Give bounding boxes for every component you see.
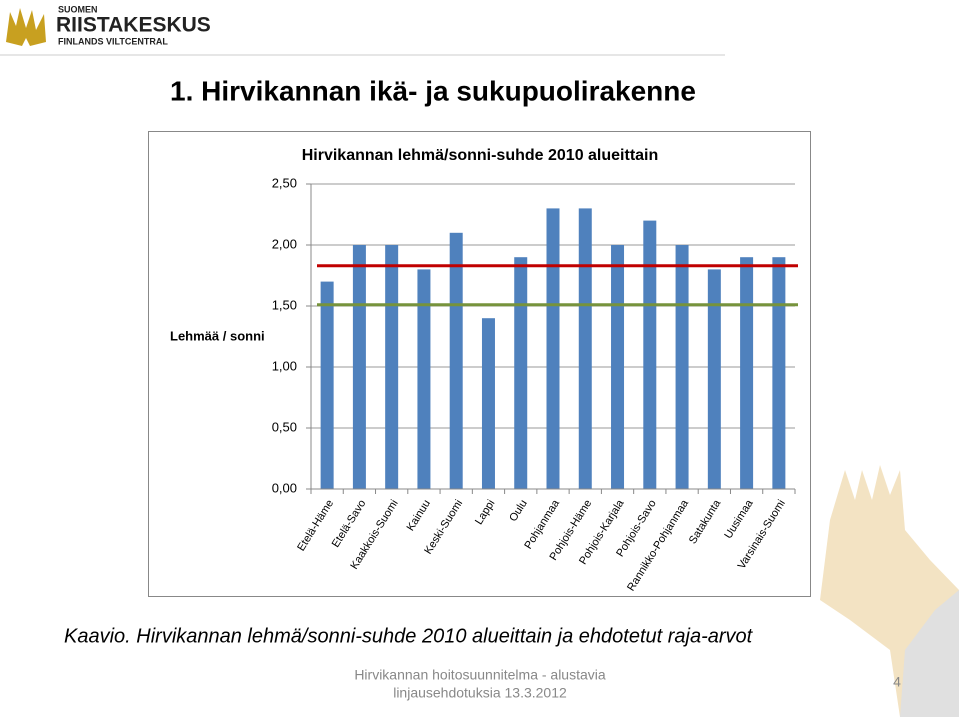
bar bbox=[578, 208, 592, 489]
chart-title: Hirvikannan lehmä/sonni-suhde 2010 aluei… bbox=[302, 147, 659, 164]
chart-frame bbox=[148, 131, 811, 597]
bar bbox=[740, 257, 754, 489]
slide-title: 1. Hirvikannan ikä- ja sukupuolirakenne bbox=[170, 75, 696, 106]
bar bbox=[675, 245, 689, 489]
y-tick-label: 0,00 bbox=[272, 480, 297, 495]
logo-text: FINLANDS VILTCENTRAL bbox=[58, 36, 168, 46]
logo: SUOMEN RIISTAKESKUS FINLANDS VILTCENTRAL bbox=[6, 4, 211, 46]
bar bbox=[707, 269, 721, 489]
bar bbox=[643, 220, 657, 489]
footer-text: linjausehdotuksia 13.3.2012 bbox=[393, 685, 567, 701]
logo-text: RIISTAKESKUS bbox=[56, 14, 211, 37]
y-tick-label: 1,50 bbox=[272, 297, 297, 312]
gray-decoration bbox=[900, 590, 959, 717]
bar bbox=[385, 245, 399, 489]
y-axis-title: Lehmää / sonni bbox=[170, 328, 265, 343]
page-number: 4 bbox=[893, 674, 901, 690]
y-tick-label: 0,50 bbox=[272, 419, 297, 434]
y-tick-label: 2,50 bbox=[272, 175, 297, 190]
bar bbox=[772, 257, 786, 489]
y-tick-label: 2,00 bbox=[272, 236, 297, 251]
bar bbox=[611, 245, 625, 489]
bar bbox=[320, 281, 334, 489]
bar bbox=[449, 232, 463, 490]
footer-text: Hirvikannan hoitosuunnitelma - alustavia bbox=[354, 667, 606, 683]
bar bbox=[417, 269, 431, 489]
bar bbox=[352, 245, 366, 489]
bar bbox=[481, 318, 495, 489]
caption: Kaavio. Hirvikannan lehmä/sonni-suhde 20… bbox=[64, 625, 754, 647]
logo-text: SUOMEN bbox=[58, 4, 98, 14]
bar bbox=[514, 257, 528, 489]
logo-icon bbox=[6, 8, 46, 46]
y-tick-label: 1,00 bbox=[272, 358, 297, 373]
bar bbox=[546, 208, 560, 489]
